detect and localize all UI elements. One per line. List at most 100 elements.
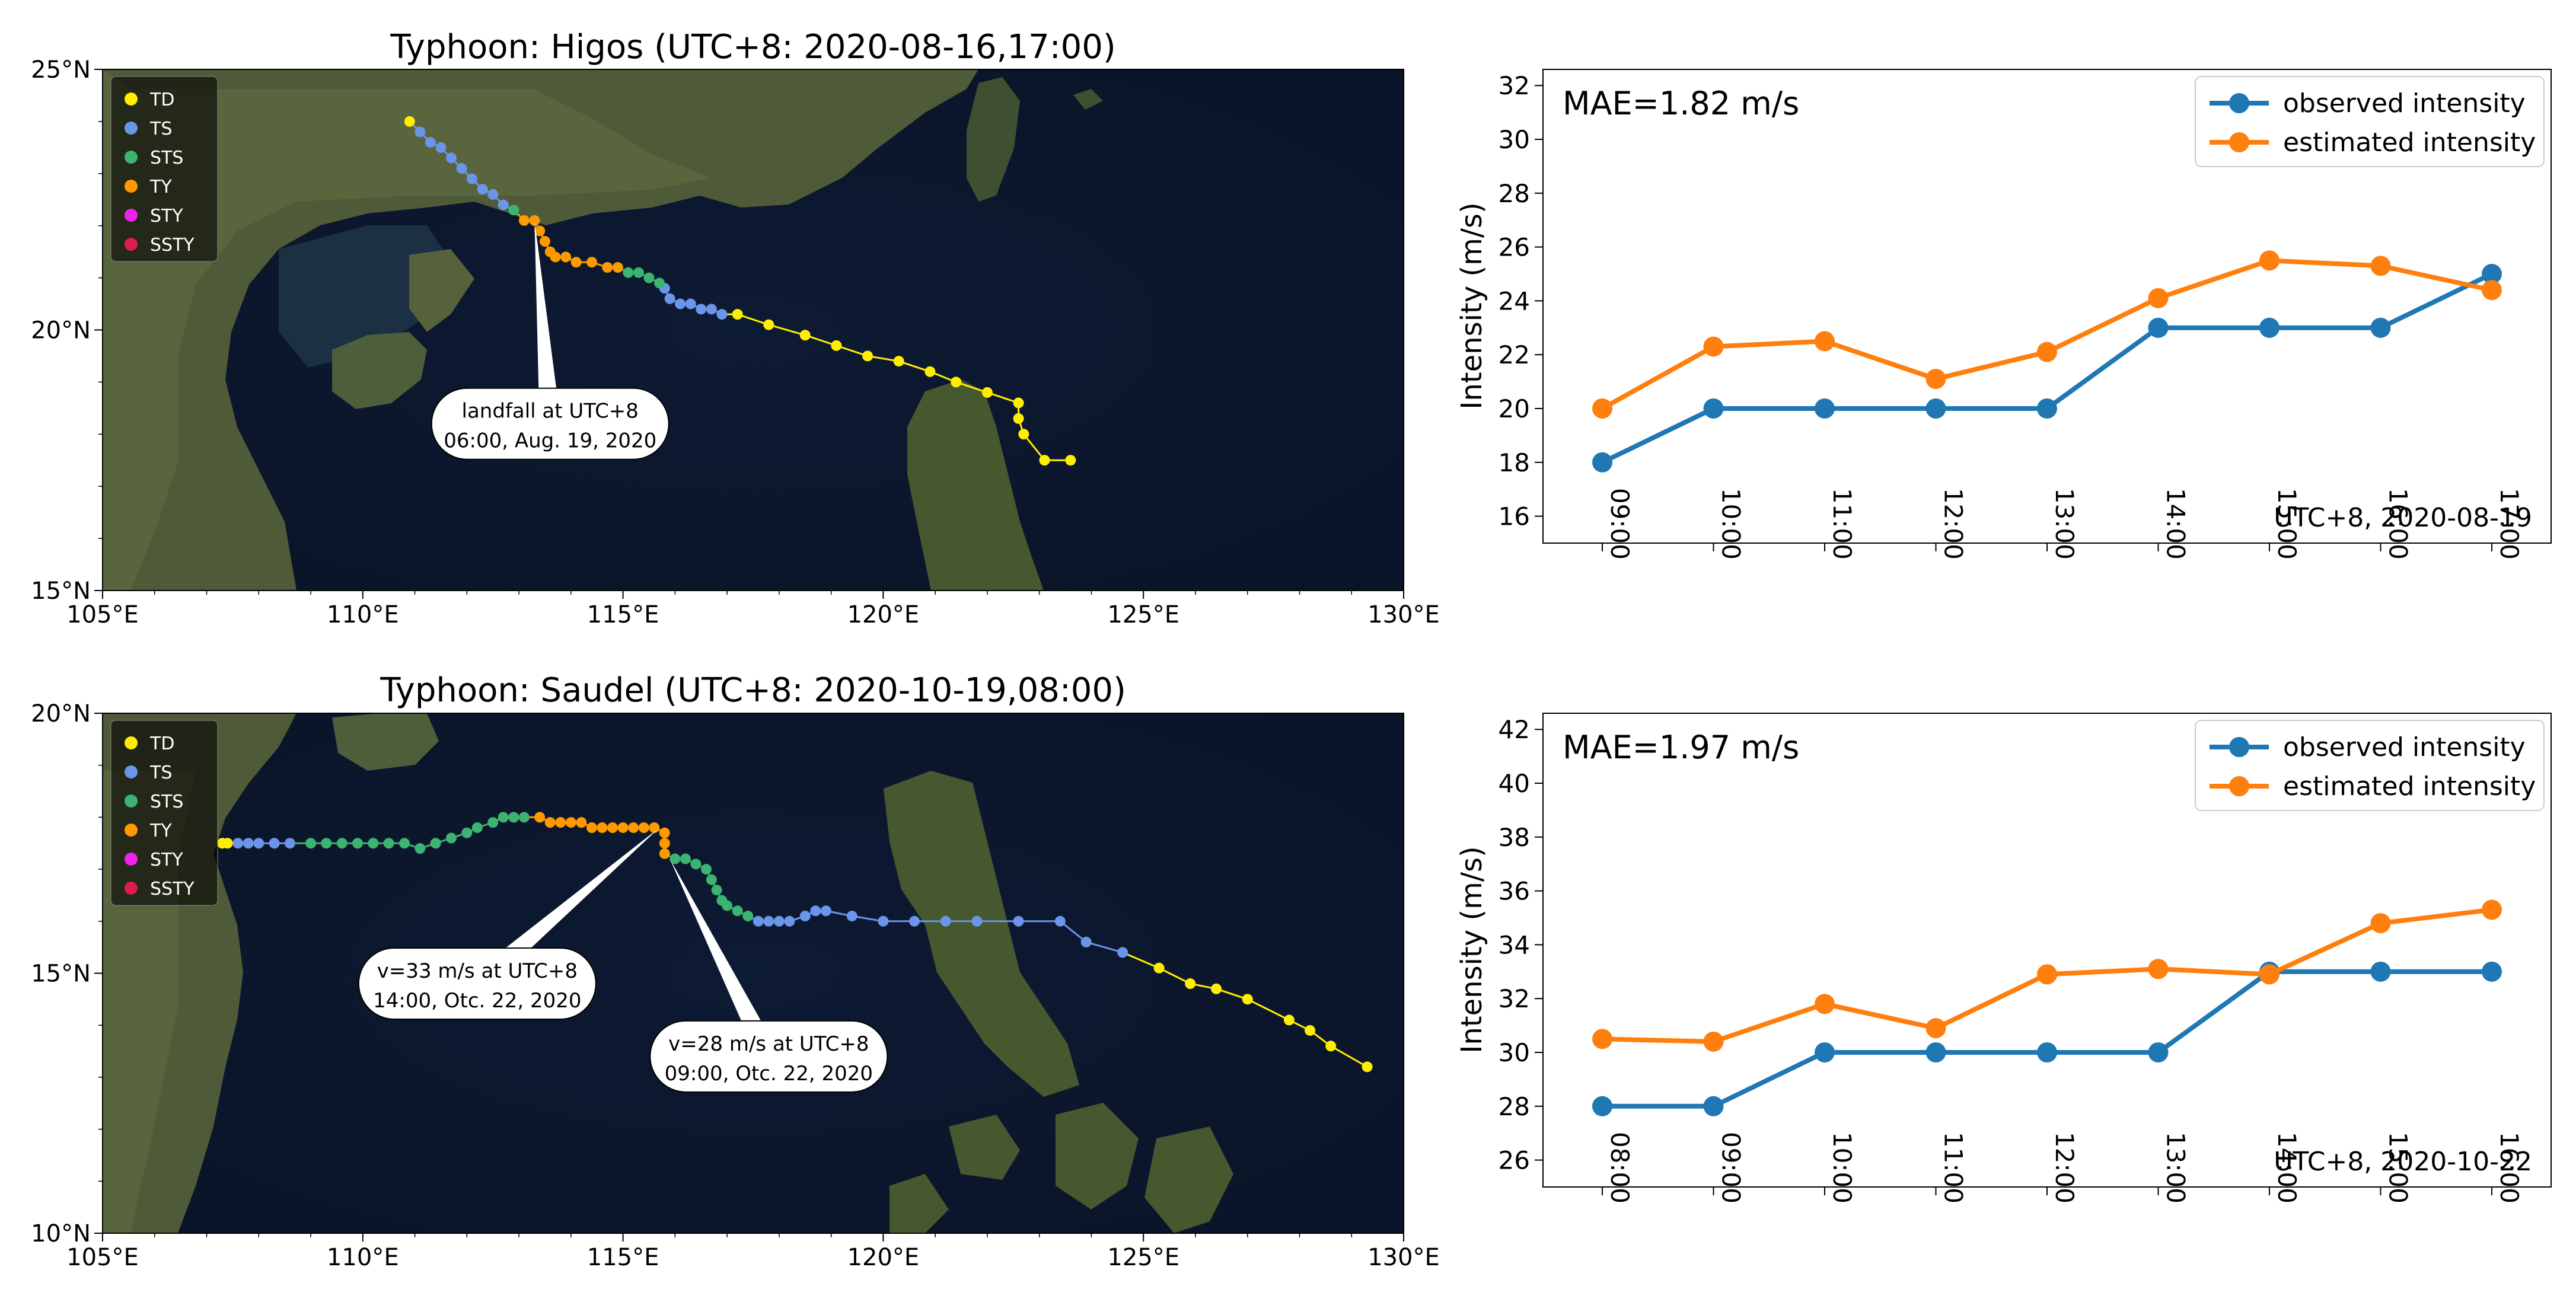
line1-date: UTC+8, 2020-08-19 xyxy=(2274,503,2532,533)
track-point xyxy=(570,257,582,268)
track-point xyxy=(1039,455,1050,466)
track-point xyxy=(253,838,264,849)
track-point xyxy=(810,905,821,917)
series-point xyxy=(2482,264,2502,285)
track-point xyxy=(534,812,546,823)
x-tick-label: 110°E xyxy=(327,1244,399,1271)
track-point xyxy=(1305,1025,1316,1036)
x-tick-label: 17:00 xyxy=(2495,488,2524,560)
track-segment xyxy=(1086,941,1123,953)
track-point xyxy=(846,911,857,922)
line2-x-ticks: 08:00 09:00 10:00 11:00 12:00 13:00 14:00 15:00… xyxy=(1602,1132,2524,1204)
track-point xyxy=(716,309,728,320)
track-point xyxy=(831,340,842,351)
track-point xyxy=(471,822,483,833)
line1-plot xyxy=(1592,250,2502,473)
track-point xyxy=(1242,994,1253,1005)
track-point xyxy=(1065,455,1076,466)
track-point xyxy=(544,246,556,257)
track-point xyxy=(659,838,670,849)
x-tick-label: 120°E xyxy=(847,601,920,628)
track-point xyxy=(487,189,499,200)
track-point xyxy=(659,848,670,859)
track-point xyxy=(1080,936,1092,947)
map2-y-ticks: 10°N 15°N 20°N xyxy=(31,700,103,1247)
series-point xyxy=(1592,1029,1612,1049)
y-tick-label: 40 xyxy=(1499,769,1530,798)
track-segment xyxy=(1247,998,1290,1021)
annotation-pointer xyxy=(669,859,779,1061)
track-segment xyxy=(1059,920,1087,943)
track-point xyxy=(216,838,228,849)
y-tick-label: 30 xyxy=(1499,125,1530,154)
series-point xyxy=(2370,961,2391,982)
track-point xyxy=(565,817,576,828)
track-point xyxy=(784,915,795,927)
legend-label: TD xyxy=(149,90,174,110)
y-tick-label: 22 xyxy=(1499,340,1530,369)
map1-legend: TD TS STS TY STY SSTY xyxy=(110,76,218,262)
legend-marker xyxy=(125,765,138,778)
line2-plot xyxy=(1592,899,2502,1116)
legend-label: STS xyxy=(150,792,183,812)
track-point xyxy=(654,277,665,289)
map1-title: Typhoon: Higos (UTC+8: 2020-08-16,17:00) xyxy=(390,28,1115,66)
track-point xyxy=(1018,429,1029,440)
annotation-pointer xyxy=(534,220,561,425)
track-segment xyxy=(955,381,988,394)
track-point xyxy=(425,137,436,148)
series-point xyxy=(1925,1042,1946,1063)
track-point xyxy=(534,225,546,237)
track-point xyxy=(799,330,811,341)
track-point xyxy=(753,915,764,927)
map2-track xyxy=(216,812,1373,1073)
x-tick-label: 105°E xyxy=(66,601,139,628)
series-point xyxy=(1592,398,1612,419)
series-point xyxy=(2482,961,2502,982)
series-point xyxy=(1925,398,1946,419)
map1-track xyxy=(404,116,1076,466)
x-tick-label: 09:00 xyxy=(1605,488,1634,560)
track-point xyxy=(336,838,347,849)
y-tick-label: 16 xyxy=(1499,502,1530,531)
track-point xyxy=(1013,915,1024,927)
track-point xyxy=(445,152,457,164)
saudel-track-map: Typhoon: Saudel (UTC+8: 2020-10-19,08:00… xyxy=(31,671,1440,1271)
annotation-line-1: v=33 m/s at UTC+8 xyxy=(377,959,578,983)
series-point xyxy=(2259,964,2279,985)
track-point xyxy=(909,915,920,927)
legend-marker xyxy=(2229,737,2249,757)
legend-marker xyxy=(125,824,138,837)
series-point xyxy=(2037,398,2057,419)
legend-marker xyxy=(125,209,138,222)
map1-annotations: landfall at UTC+8 06:00, Aug. 19, 2020 xyxy=(431,220,669,460)
track-point xyxy=(597,822,608,833)
track-point xyxy=(508,205,519,216)
track-point xyxy=(399,838,410,849)
track-point xyxy=(284,838,295,849)
annotation-box xyxy=(649,1020,888,1093)
series-point xyxy=(2148,959,2169,979)
track-point xyxy=(951,376,962,388)
y-tick-label: 30 xyxy=(1499,1038,1530,1067)
series-point xyxy=(2259,250,2279,271)
track-point xyxy=(461,827,473,838)
series-point xyxy=(1925,1018,1946,1039)
series-point xyxy=(1703,336,1724,357)
series-point xyxy=(1703,1031,1724,1052)
series-point xyxy=(1703,398,1724,419)
annotation-box xyxy=(431,387,669,460)
annotation-line-1: v=28 m/s at UTC+8 xyxy=(668,1032,869,1056)
track-point xyxy=(1013,413,1024,424)
track-point xyxy=(518,812,530,823)
x-tick-label: 14:00 xyxy=(2161,488,2191,560)
legend-marker xyxy=(125,238,138,251)
legend-marker xyxy=(125,736,138,749)
track-point xyxy=(544,817,556,828)
track-point xyxy=(477,184,488,195)
x-tick-label: 115°E xyxy=(587,601,659,628)
y-tick-label: 10°N xyxy=(31,1220,91,1247)
map2-legend: TD TS STS TY STY SSTY xyxy=(110,720,218,906)
track-point xyxy=(508,812,519,823)
track-point xyxy=(971,915,983,927)
